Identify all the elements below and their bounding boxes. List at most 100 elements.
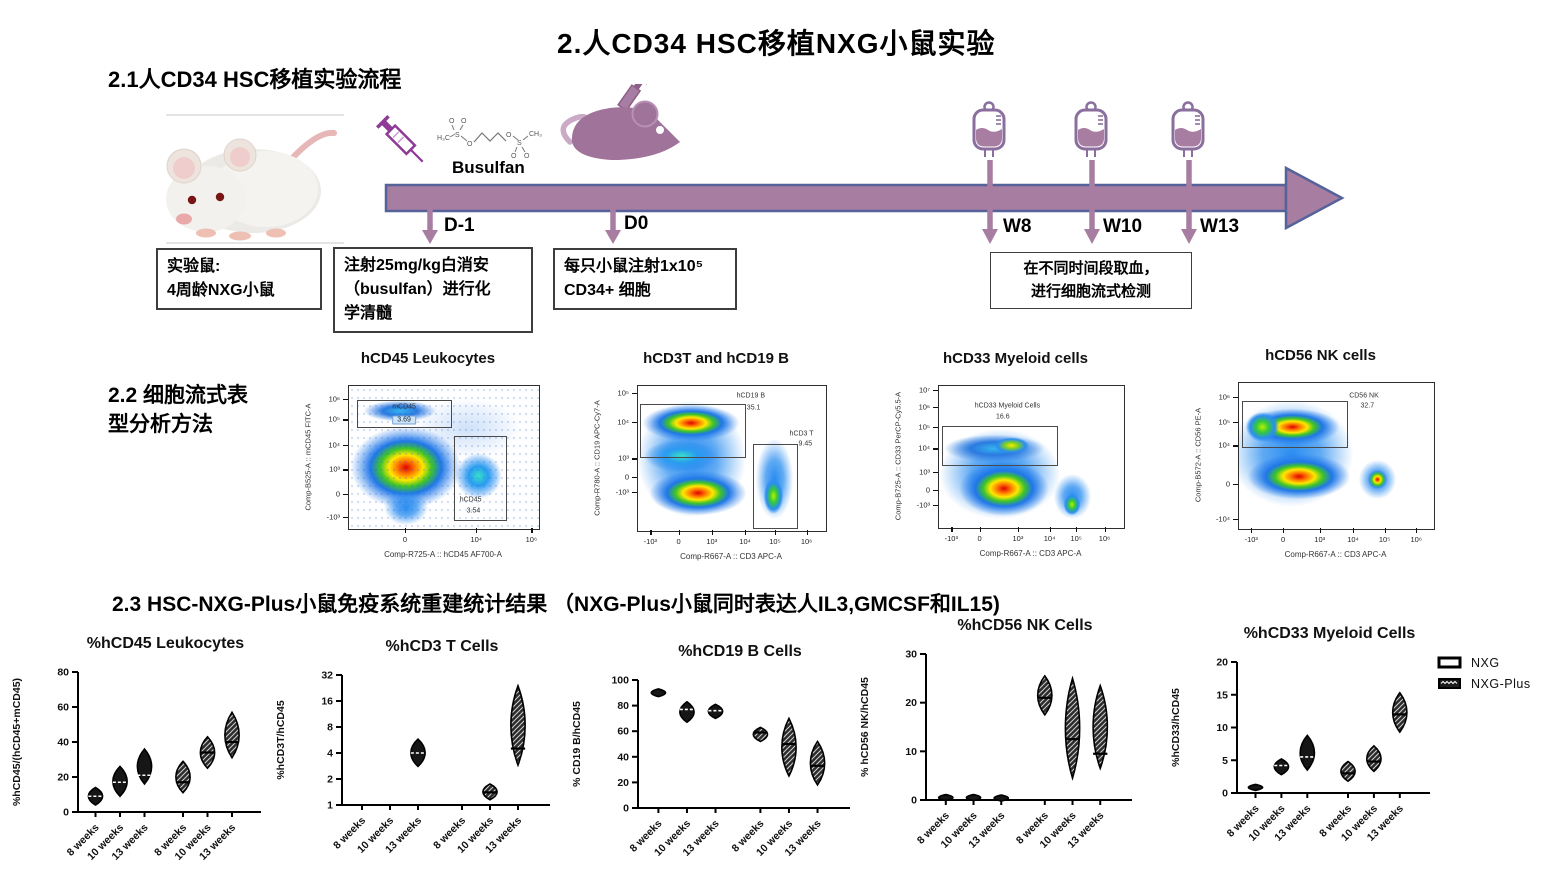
flow-plot-area: CD56 NK 32.7 (1238, 382, 1435, 530)
callout-cd34-injection: 每只小鼠注射1x10⁵ CD34+ 细胞 (553, 248, 737, 310)
y-tick-mark (632, 458, 637, 460)
y-tick-label: 40 (57, 737, 69, 749)
svg-text:O: O (467, 141, 473, 148)
chart-title: %hCD56 NK Cells (957, 617, 1092, 634)
svg-text:O: O (506, 132, 512, 139)
x-tick-mark (1416, 528, 1418, 533)
violin-nxg (1299, 734, 1316, 772)
x-tick-mark (476, 528, 478, 533)
svg-text:O: O (461, 118, 467, 125)
violin-nxg (650, 688, 667, 698)
chart-ylabel: % CD19 B/hCD45 (571, 701, 583, 787)
density-blob (763, 477, 784, 516)
y-tick-label: 10⁴ (328, 440, 340, 450)
y-tick-label: 10⁵ (918, 422, 930, 432)
svg-text:H₃C: H₃C (437, 135, 450, 142)
density-blob (992, 437, 1030, 455)
y-tick-label: 2 (327, 774, 333, 786)
timeline-label-w10: W10 (1103, 216, 1143, 237)
violin-nxg-plus (1036, 674, 1053, 717)
density-blob (383, 488, 429, 527)
blood-bag-icon (972, 101, 1006, 157)
y-tick-mark (343, 493, 348, 495)
legend-item-nxg: NXG (1437, 652, 1531, 673)
flow-plot-area: hCD19 B 35.1 hCD3 T 9.45 (637, 385, 827, 532)
y-tick-label: 100 (611, 675, 629, 687)
mouse-eye (187, 195, 197, 205)
mouse-injection-icon (560, 84, 680, 160)
violin-nxg (1247, 783, 1264, 792)
flow-plot-hcd3t-and-hcd19-b: hCD3T and hCD19 B Comp-R780-A :: CD19 APC… (567, 345, 865, 575)
svg-text:S: S (517, 140, 522, 147)
x-tick-mark (678, 530, 680, 535)
mouse-ear (631, 100, 659, 128)
y-tick-label: 60 (57, 702, 69, 714)
chart-title: %hCD3 T Cells (386, 638, 499, 655)
blood-bag-icon (1074, 101, 1108, 157)
y-tick-label: 0 (1225, 479, 1230, 489)
gate-box (356, 400, 452, 429)
density-blob (641, 439, 721, 473)
x-tick-mark (1353, 528, 1355, 533)
violin-nxg-plus (224, 710, 240, 760)
mouse-body (571, 107, 680, 160)
x-tick-mark (1319, 528, 1321, 533)
x-tick-mark (531, 528, 533, 533)
y-tick-mark (632, 421, 637, 423)
x-tick-mark (711, 530, 713, 535)
flow-plot-title: hCD45 Leukocytes (360, 350, 496, 367)
y-tick-mark (343, 419, 348, 421)
x-tick-mark (1017, 527, 1020, 532)
x-tick-mark (951, 527, 953, 532)
syringe-icon (376, 115, 424, 163)
timeline-marker-arrow-w8 (982, 160, 998, 244)
violin-chart--hcd56-nk-cells: %hCD56 NK Cells% hCD56 NK/hCD4501020308 … (859, 617, 1132, 851)
x-tick-label: 0 (1280, 535, 1286, 544)
y-tick-label: -10⁴ (1215, 514, 1230, 524)
x-tick-mark (1251, 528, 1253, 533)
chart-ylabel: %hCD3T/hCD45 (275, 700, 287, 780)
blood-bag-icon (1171, 101, 1205, 157)
violin-chart--hcd45-leukocytes: %hCD45 Leukocytes %hCD45/(hCD45+mCD45) 0 20… (11, 635, 261, 863)
y-tick-mark (933, 490, 938, 492)
y-tick-label: 10⁶ (1218, 392, 1230, 402)
section-2-1-heading: 2.1人CD34 HSC移植实验流程 (108, 67, 402, 92)
y-tick-label: 80 (57, 667, 69, 679)
y-tick-label: 80 (617, 700, 629, 712)
svg-text:O: O (524, 153, 530, 160)
gate-label: hCD33 Myeloid Cells (974, 402, 1041, 410)
chart-title: %hCD45 Leukocytes (87, 635, 244, 652)
flow-plot-hcd56-nk-cells: hCD56 NK cells Comp-B572-A :: CD56 PE-A CD… (1168, 342, 1473, 573)
gate-label: hCD3 T (789, 430, 814, 438)
y-tick-label: 10⁵ (617, 388, 629, 398)
y-tick-mark (343, 399, 348, 401)
flow-plot-hcd45-leukocytes: hCD45 Leukocytes Comp-B525-A :: mCD45 FIT… (278, 345, 578, 573)
y-tick-label: 4 (327, 748, 333, 760)
violin-nxg-plus (752, 726, 769, 743)
y-tick-label: -10³ (615, 487, 629, 497)
gate-label: mCD45 (392, 403, 416, 411)
y-tick-label: 10 (1216, 722, 1228, 734)
svg-text:O: O (449, 118, 455, 125)
x-tick-label: 10⁶ (800, 537, 813, 546)
y-tick-label: 10 (905, 746, 917, 758)
section-2-3-heading: 2.3 HSC-NXG-Plus小鼠免疫系统重建统计结果 （NXG-Plus小鼠… (112, 593, 1000, 616)
y-tick-label: 10³ (919, 467, 930, 477)
chart-ylabel: %hCD45/(hCD45+mCD45) (11, 678, 23, 806)
x-tick-mark (1076, 527, 1078, 532)
timeline-marker-arrow-d0 (605, 204, 621, 244)
flow-plot-xlabel: Comp-R725-A :: hCD45 AF700-A (384, 550, 502, 559)
x-tick-label: 10⁴ (1043, 534, 1056, 543)
y-tick-mark (1233, 445, 1238, 447)
violin-nxg-plus (1365, 744, 1382, 773)
x-tick-label: -10³ (944, 534, 958, 543)
y-tick-label: 10⁴ (1218, 440, 1230, 450)
x-tick-label: 0 (977, 534, 982, 543)
flow-plot-xlabel: Comp-R667-A :: CD3 APC-A (680, 552, 782, 561)
timeline-label-w13: W13 (1200, 216, 1240, 237)
chart-ylabel: % hCD56 NK/hCD45 (859, 677, 871, 777)
y-tick-mark (632, 491, 637, 493)
y-tick-mark (933, 505, 938, 507)
